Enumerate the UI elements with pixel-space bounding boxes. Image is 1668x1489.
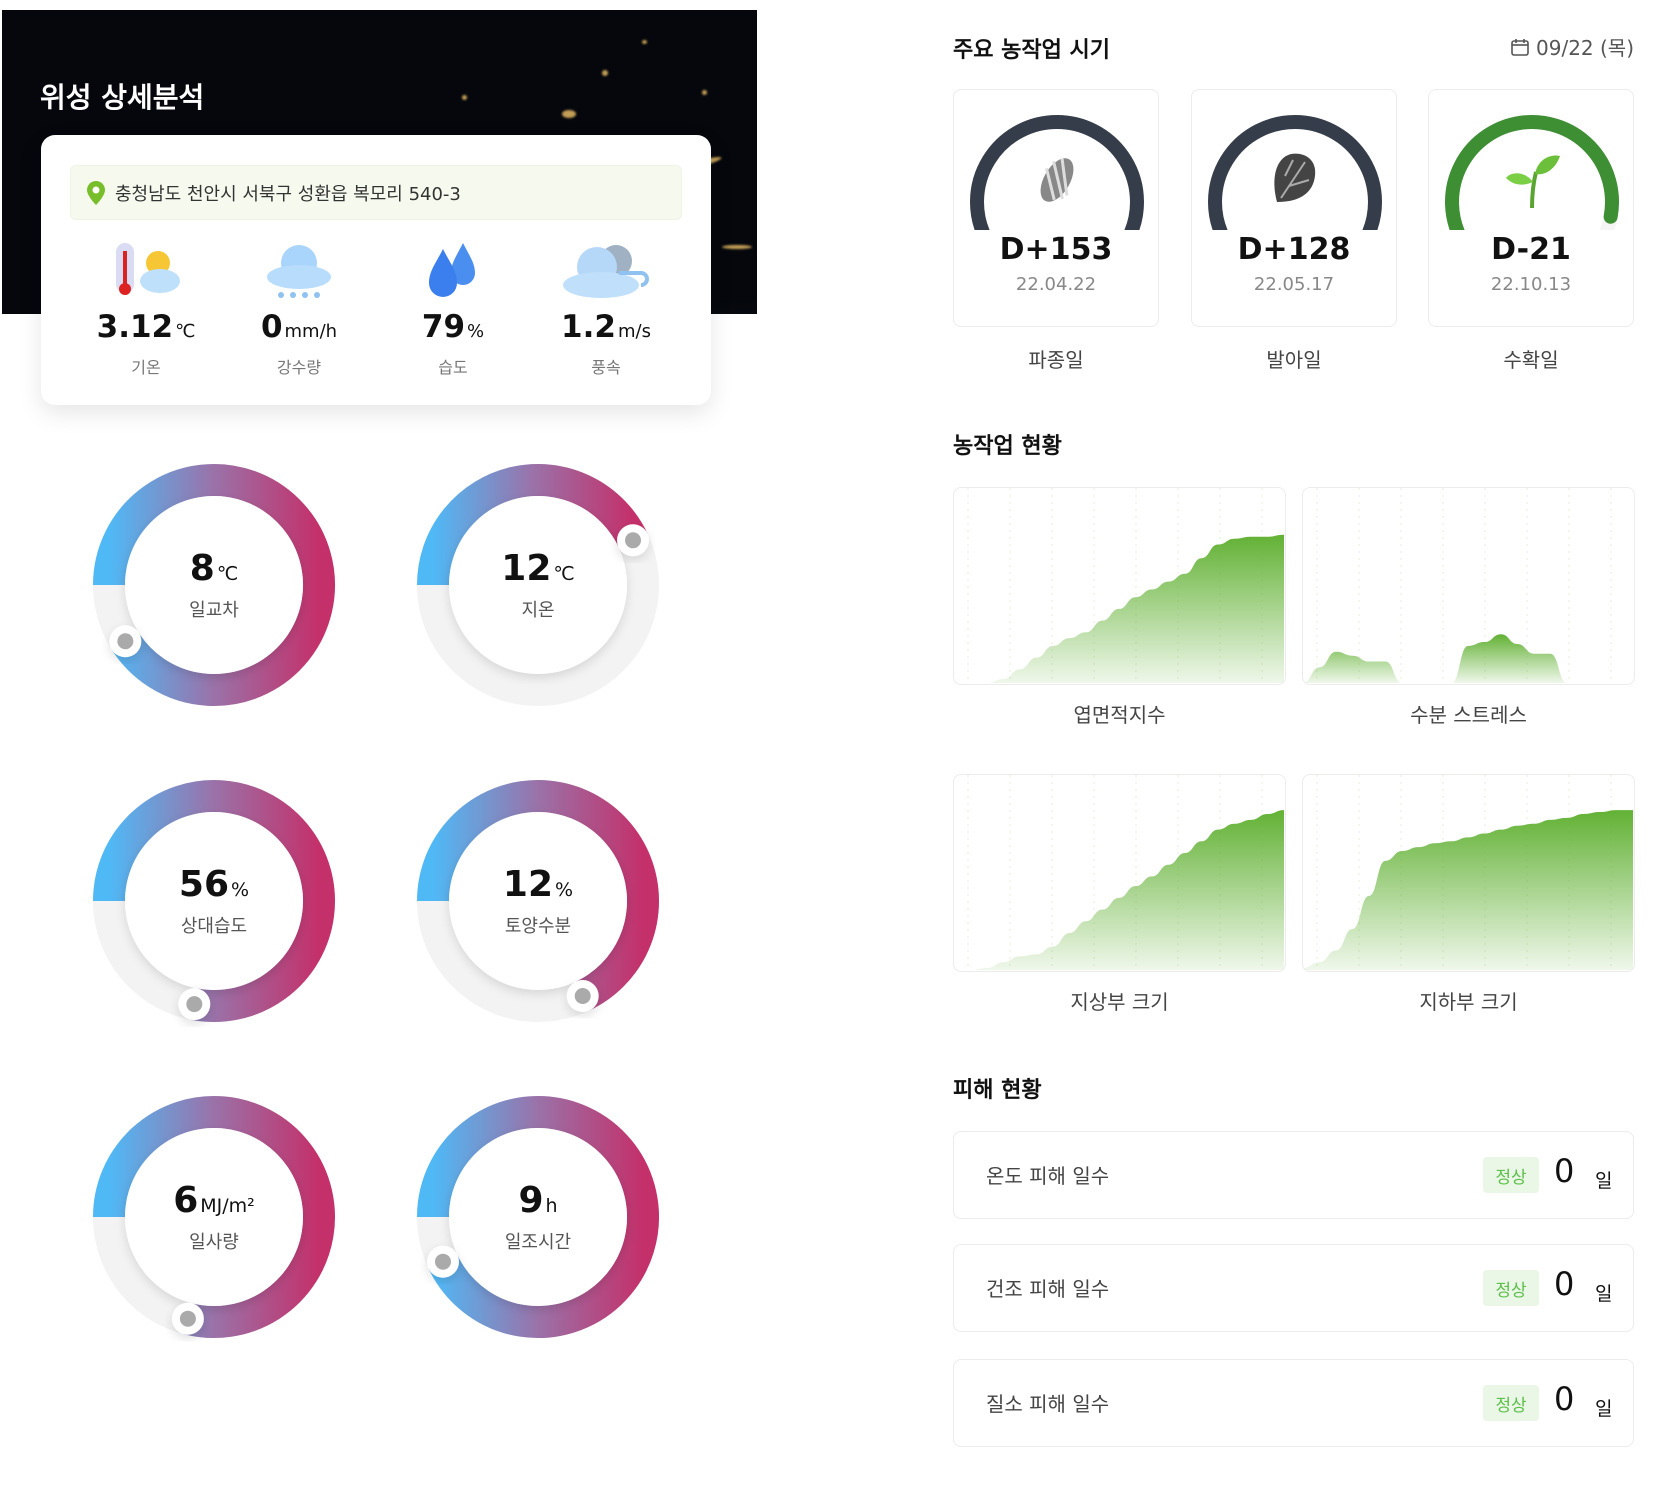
calendar-icon	[1511, 38, 1529, 56]
ring-progress	[417, 1096, 659, 1338]
weather-card: 충청남도 천안시 서북구 성환읍 복모리 540-3 3.12 ℃ 기온 0 mm/…	[41, 135, 711, 405]
ring-gauge	[417, 1096, 659, 1338]
ring-progress	[93, 464, 335, 706]
status-badge: 정상	[1483, 1270, 1539, 1306]
stage-date: 22.04.22	[1015, 274, 1097, 295]
stage-label: 파종일	[1028, 348, 1084, 372]
stage-card-1[interactable]: D+128 22.05.17	[1191, 89, 1397, 327]
ring-gauge	[93, 1096, 335, 1338]
thermometer-sun-icon	[71, 235, 221, 301]
stage-gauge	[1445, 115, 1619, 230]
stage-dday: D+153	[999, 232, 1113, 267]
ring-3: 12% 토양수분	[408, 771, 668, 1031]
chart-0	[953, 487, 1286, 685]
lettuce-icon	[1274, 153, 1316, 202]
stage-dday: D+128	[1237, 232, 1351, 267]
stage-label: 발아일	[1266, 348, 1322, 372]
chart-label: 수분 스트레스	[1410, 703, 1527, 727]
chart-area	[954, 810, 1284, 970]
stage-gauge	[970, 115, 1144, 230]
ring-progress	[417, 780, 659, 1011]
damage-row[interactable]: 질소 피해 일수 정상 0 일	[953, 1359, 1634, 1447]
weather-humidity: 79% 습도	[378, 235, 528, 378]
chart-label: 지하부 크기	[1419, 990, 1518, 1014]
stage-gauge	[1208, 115, 1382, 230]
schedule-title: 주요 농작업 시기	[953, 38, 1110, 63]
stage-gauge-fill	[1208, 115, 1382, 230]
chart-label: 엽면적지수	[1073, 703, 1166, 727]
damage-count: 0	[1554, 1265, 1575, 1303]
stage-gauge-fill	[970, 115, 1144, 230]
damage-row[interactable]: 온도 피해 일수 정상 0 일	[953, 1131, 1634, 1219]
status-badge: 정상	[1483, 1385, 1539, 1421]
damage-title: 피해 현황	[953, 1078, 1042, 1103]
stage-date: 22.05.17	[1253, 274, 1335, 295]
ring-gauge	[417, 464, 659, 706]
chart-3	[1302, 774, 1635, 972]
stage-date: 22.10.13	[1490, 274, 1572, 295]
status-badge: 정상	[1483, 1157, 1539, 1193]
status-title: 농작업 현황	[953, 434, 1062, 459]
location-pin-icon	[87, 180, 105, 205]
ring-gauge	[417, 780, 659, 1022]
stage-card-0[interactable]: D+153 22.04.22	[953, 89, 1159, 327]
stage-card-2[interactable]: D-21 22.10.13	[1428, 89, 1634, 327]
chart-area	[954, 534, 1284, 683]
damage-row[interactable]: 건조 피해 일수 정상 0 일	[953, 1244, 1634, 1332]
damage-count: 0	[1554, 1152, 1575, 1190]
date-display[interactable]: 09/22 (목)	[1510, 32, 1634, 61]
ring-4: 6 MJ/m² 일사량	[84, 1087, 344, 1347]
ring-0: 8 ℃ 일교차	[84, 455, 344, 715]
stage-label: 수확일	[1503, 348, 1559, 372]
stage-dday: D-21	[1491, 232, 1571, 267]
ring-2: 56% 상대습도	[84, 771, 344, 1031]
weather-precipitation: 0 mm/h 강수량	[224, 235, 374, 378]
chart-2	[953, 774, 1286, 972]
ring-progress	[93, 1096, 335, 1338]
ring-progress	[93, 780, 335, 1022]
damage-count: 0	[1554, 1380, 1575, 1418]
page-title: 위성 상세분석	[40, 81, 205, 114]
sprout-icon	[1506, 155, 1560, 209]
weather-wind: 1.2 m/s 풍속	[531, 235, 681, 378]
chart-label: 지상부 크기	[1070, 990, 1169, 1014]
water-drops-icon	[378, 235, 528, 301]
stage-gauge-fill	[1445, 115, 1619, 230]
address-bar: 충청남도 천안시 서북구 성환읍 복모리 540-3	[70, 165, 682, 220]
rain-cloud-icon	[224, 235, 374, 301]
ring-gauge	[93, 464, 335, 706]
wind-cloud-icon	[531, 235, 681, 301]
chart-area	[1303, 634, 1633, 683]
chart-1	[1302, 487, 1635, 685]
seed-icon	[1040, 158, 1074, 202]
ring-gauge	[93, 780, 335, 1022]
weather-temperature: 3.12 ℃ 기온	[71, 235, 221, 378]
ring-1: 12 ℃ 지온	[408, 455, 668, 715]
chart-area	[1303, 810, 1633, 970]
ring-progress	[417, 464, 648, 586]
address-text: 충청남도 천안시 서북구 성환읍 복모리 540-3	[115, 183, 461, 205]
